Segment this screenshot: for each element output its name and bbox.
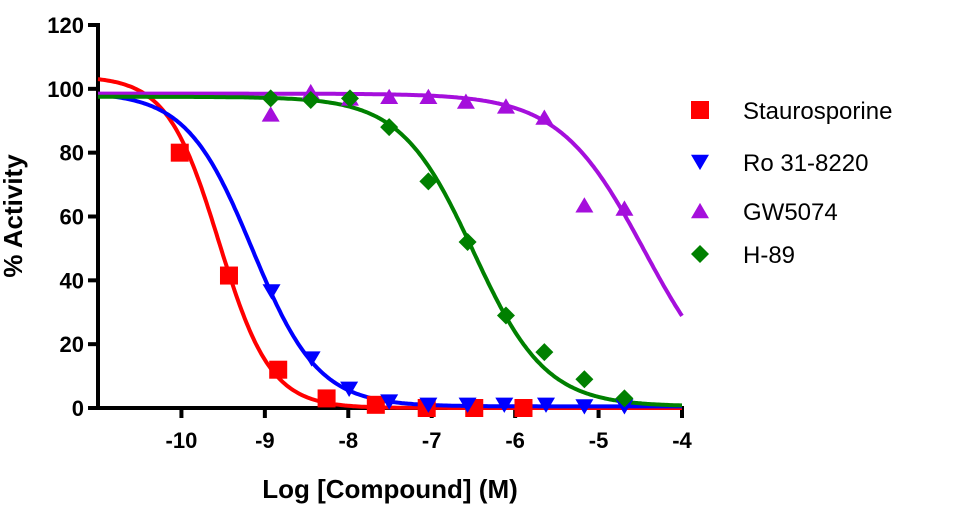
- data-point: [419, 172, 438, 191]
- y-tick-label: 0: [72, 396, 84, 421]
- data-point: [340, 89, 359, 108]
- data-point: [366, 395, 385, 414]
- axes: 0 20 40 60 80 100 120 -10 -9 -8 -7 -6 -5 -4: [47, 13, 692, 453]
- data-point: [261, 106, 280, 122]
- legend-label: Staurosporine: [743, 98, 892, 125]
- fit-curve-1: [97, 92, 682, 409]
- data-point: [456, 93, 475, 109]
- data-points: [170, 83, 634, 417]
- data-point: [170, 143, 189, 162]
- data-point: [269, 360, 288, 379]
- data-point: [514, 399, 533, 417]
- x-tick-label: -4: [672, 428, 692, 453]
- data-point: [615, 389, 634, 408]
- x-axis-label: Log [Compound] (M): [262, 474, 518, 504]
- x-tick-label: -6: [505, 428, 525, 453]
- x-tick-label: -10: [166, 428, 198, 453]
- y-axis-label: % Activity: [0, 154, 28, 278]
- legend-label: Ro 31-8220: [743, 150, 868, 177]
- y-tick-label: 20: [60, 332, 84, 357]
- data-point: [615, 200, 634, 216]
- x-tick-label: -8: [339, 428, 359, 453]
- y-tick-label: 80: [60, 141, 84, 166]
- data-point: [419, 88, 438, 105]
- y-tick-label: 120: [47, 13, 84, 38]
- legend-label: H-89: [743, 242, 795, 269]
- data-point: [496, 306, 515, 325]
- data-point: [302, 351, 321, 367]
- data-point: [262, 284, 281, 300]
- data-point: [535, 109, 554, 125]
- data-point: [535, 343, 554, 362]
- legend-marker: [691, 101, 709, 119]
- data-point: [575, 399, 594, 415]
- data-point: [219, 266, 238, 285]
- legend-marker: [691, 245, 709, 263]
- data-point: [380, 88, 399, 105]
- y-tick-label: 60: [60, 205, 84, 230]
- legend-label: GW5074: [743, 199, 838, 226]
- data-point: [317, 389, 336, 408]
- x-tick-label: -5: [589, 428, 609, 453]
- data-point: [340, 381, 359, 397]
- data-point: [458, 233, 477, 252]
- x-tick-label: -9: [255, 428, 275, 453]
- data-point: [261, 89, 280, 108]
- data-point: [301, 91, 320, 110]
- data-point: [419, 397, 438, 413]
- data-point: [496, 98, 515, 114]
- data-point: [495, 397, 514, 413]
- data-point: [380, 118, 399, 137]
- data-point: [380, 394, 399, 410]
- data-point: [537, 397, 556, 413]
- data-point: [575, 197, 594, 213]
- legend-marker: [691, 202, 709, 219]
- legend: Staurosporine Ro 31-8220 GW5074 H-89: [691, 98, 892, 269]
- data-point: [458, 397, 477, 413]
- x-tick-label: -7: [422, 428, 442, 453]
- y-tick-label: 40: [60, 268, 84, 293]
- legend-marker: [691, 154, 709, 171]
- data-point: [575, 370, 594, 389]
- y-tick-label: 100: [47, 77, 84, 102]
